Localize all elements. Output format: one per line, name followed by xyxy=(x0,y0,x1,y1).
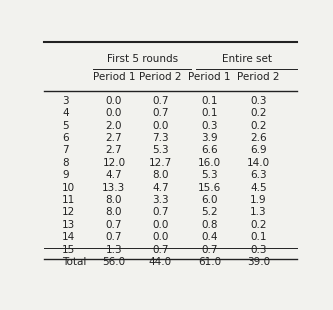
Text: 2.7: 2.7 xyxy=(106,133,122,143)
Text: 0.0: 0.0 xyxy=(106,96,122,106)
Text: 8.0: 8.0 xyxy=(106,207,122,217)
Text: 5: 5 xyxy=(62,121,69,131)
Text: 9: 9 xyxy=(62,170,69,180)
Text: 0.3: 0.3 xyxy=(201,121,218,131)
Text: 5.3: 5.3 xyxy=(152,145,168,155)
Text: 13.3: 13.3 xyxy=(102,183,126,193)
Text: 6.9: 6.9 xyxy=(250,145,267,155)
Text: 5.3: 5.3 xyxy=(201,170,218,180)
Text: 1.9: 1.9 xyxy=(250,195,267,205)
Text: Period 2: Period 2 xyxy=(237,72,280,82)
Text: 0.1: 0.1 xyxy=(201,96,218,106)
Text: 0.7: 0.7 xyxy=(201,245,218,255)
Text: 12.0: 12.0 xyxy=(102,158,126,168)
Text: 15: 15 xyxy=(62,245,76,255)
Text: First 5 rounds: First 5 rounds xyxy=(107,54,178,64)
Text: 39.0: 39.0 xyxy=(247,257,270,267)
Text: 0.2: 0.2 xyxy=(250,108,267,118)
Text: 0.0: 0.0 xyxy=(152,121,168,131)
Text: 7.3: 7.3 xyxy=(152,133,168,143)
Text: 0.3: 0.3 xyxy=(250,96,267,106)
Text: Period 1: Period 1 xyxy=(188,72,231,82)
Text: 61.0: 61.0 xyxy=(198,257,221,267)
Text: 3: 3 xyxy=(62,96,69,106)
Text: 0.2: 0.2 xyxy=(250,220,267,230)
Text: 15.6: 15.6 xyxy=(198,183,221,193)
Text: 8: 8 xyxy=(62,158,69,168)
Text: 0.7: 0.7 xyxy=(106,220,122,230)
Text: 8.0: 8.0 xyxy=(106,195,122,205)
Text: 16.0: 16.0 xyxy=(198,158,221,168)
Text: 2.0: 2.0 xyxy=(106,121,122,131)
Text: 6.3: 6.3 xyxy=(250,170,267,180)
Text: 1.3: 1.3 xyxy=(250,207,267,217)
Text: 12: 12 xyxy=(62,207,76,217)
Text: Entire set: Entire set xyxy=(222,54,272,64)
Text: 2.6: 2.6 xyxy=(250,133,267,143)
Text: 3.9: 3.9 xyxy=(201,133,218,143)
Text: Period 2: Period 2 xyxy=(139,72,181,82)
Text: 0.4: 0.4 xyxy=(201,232,218,242)
Text: 0.1: 0.1 xyxy=(250,232,267,242)
Text: 4.5: 4.5 xyxy=(250,183,267,193)
Text: 0.8: 0.8 xyxy=(201,220,218,230)
Text: Total: Total xyxy=(62,257,87,267)
Text: 4: 4 xyxy=(62,108,69,118)
Text: 3.3: 3.3 xyxy=(152,195,168,205)
Text: 11: 11 xyxy=(62,195,76,205)
Text: 14.0: 14.0 xyxy=(247,158,270,168)
Text: 0.0: 0.0 xyxy=(152,220,168,230)
Text: 0.7: 0.7 xyxy=(106,232,122,242)
Text: 8.0: 8.0 xyxy=(152,170,168,180)
Text: 44.0: 44.0 xyxy=(149,257,172,267)
Text: 0.0: 0.0 xyxy=(152,232,168,242)
Text: 6.0: 6.0 xyxy=(201,195,218,205)
Text: 0.0: 0.0 xyxy=(106,108,122,118)
Text: 56.0: 56.0 xyxy=(102,257,126,267)
Text: 0.7: 0.7 xyxy=(152,96,168,106)
Text: 4.7: 4.7 xyxy=(152,183,168,193)
Text: 0.2: 0.2 xyxy=(250,121,267,131)
Text: 13: 13 xyxy=(62,220,76,230)
Text: 4.7: 4.7 xyxy=(106,170,122,180)
Text: 0.7: 0.7 xyxy=(152,207,168,217)
Text: 0.7: 0.7 xyxy=(152,108,168,118)
Text: 6: 6 xyxy=(62,133,69,143)
Text: 7: 7 xyxy=(62,145,69,155)
Text: 10: 10 xyxy=(62,183,75,193)
Text: 2.7: 2.7 xyxy=(106,145,122,155)
Text: 12.7: 12.7 xyxy=(149,158,172,168)
Text: 0.1: 0.1 xyxy=(201,108,218,118)
Text: 0.3: 0.3 xyxy=(250,245,267,255)
Text: 1.3: 1.3 xyxy=(106,245,122,255)
Text: 14: 14 xyxy=(62,232,76,242)
Text: Period 1: Period 1 xyxy=(93,72,135,82)
Text: 0.7: 0.7 xyxy=(152,245,168,255)
Text: 6.6: 6.6 xyxy=(201,145,218,155)
Text: 5.2: 5.2 xyxy=(201,207,218,217)
